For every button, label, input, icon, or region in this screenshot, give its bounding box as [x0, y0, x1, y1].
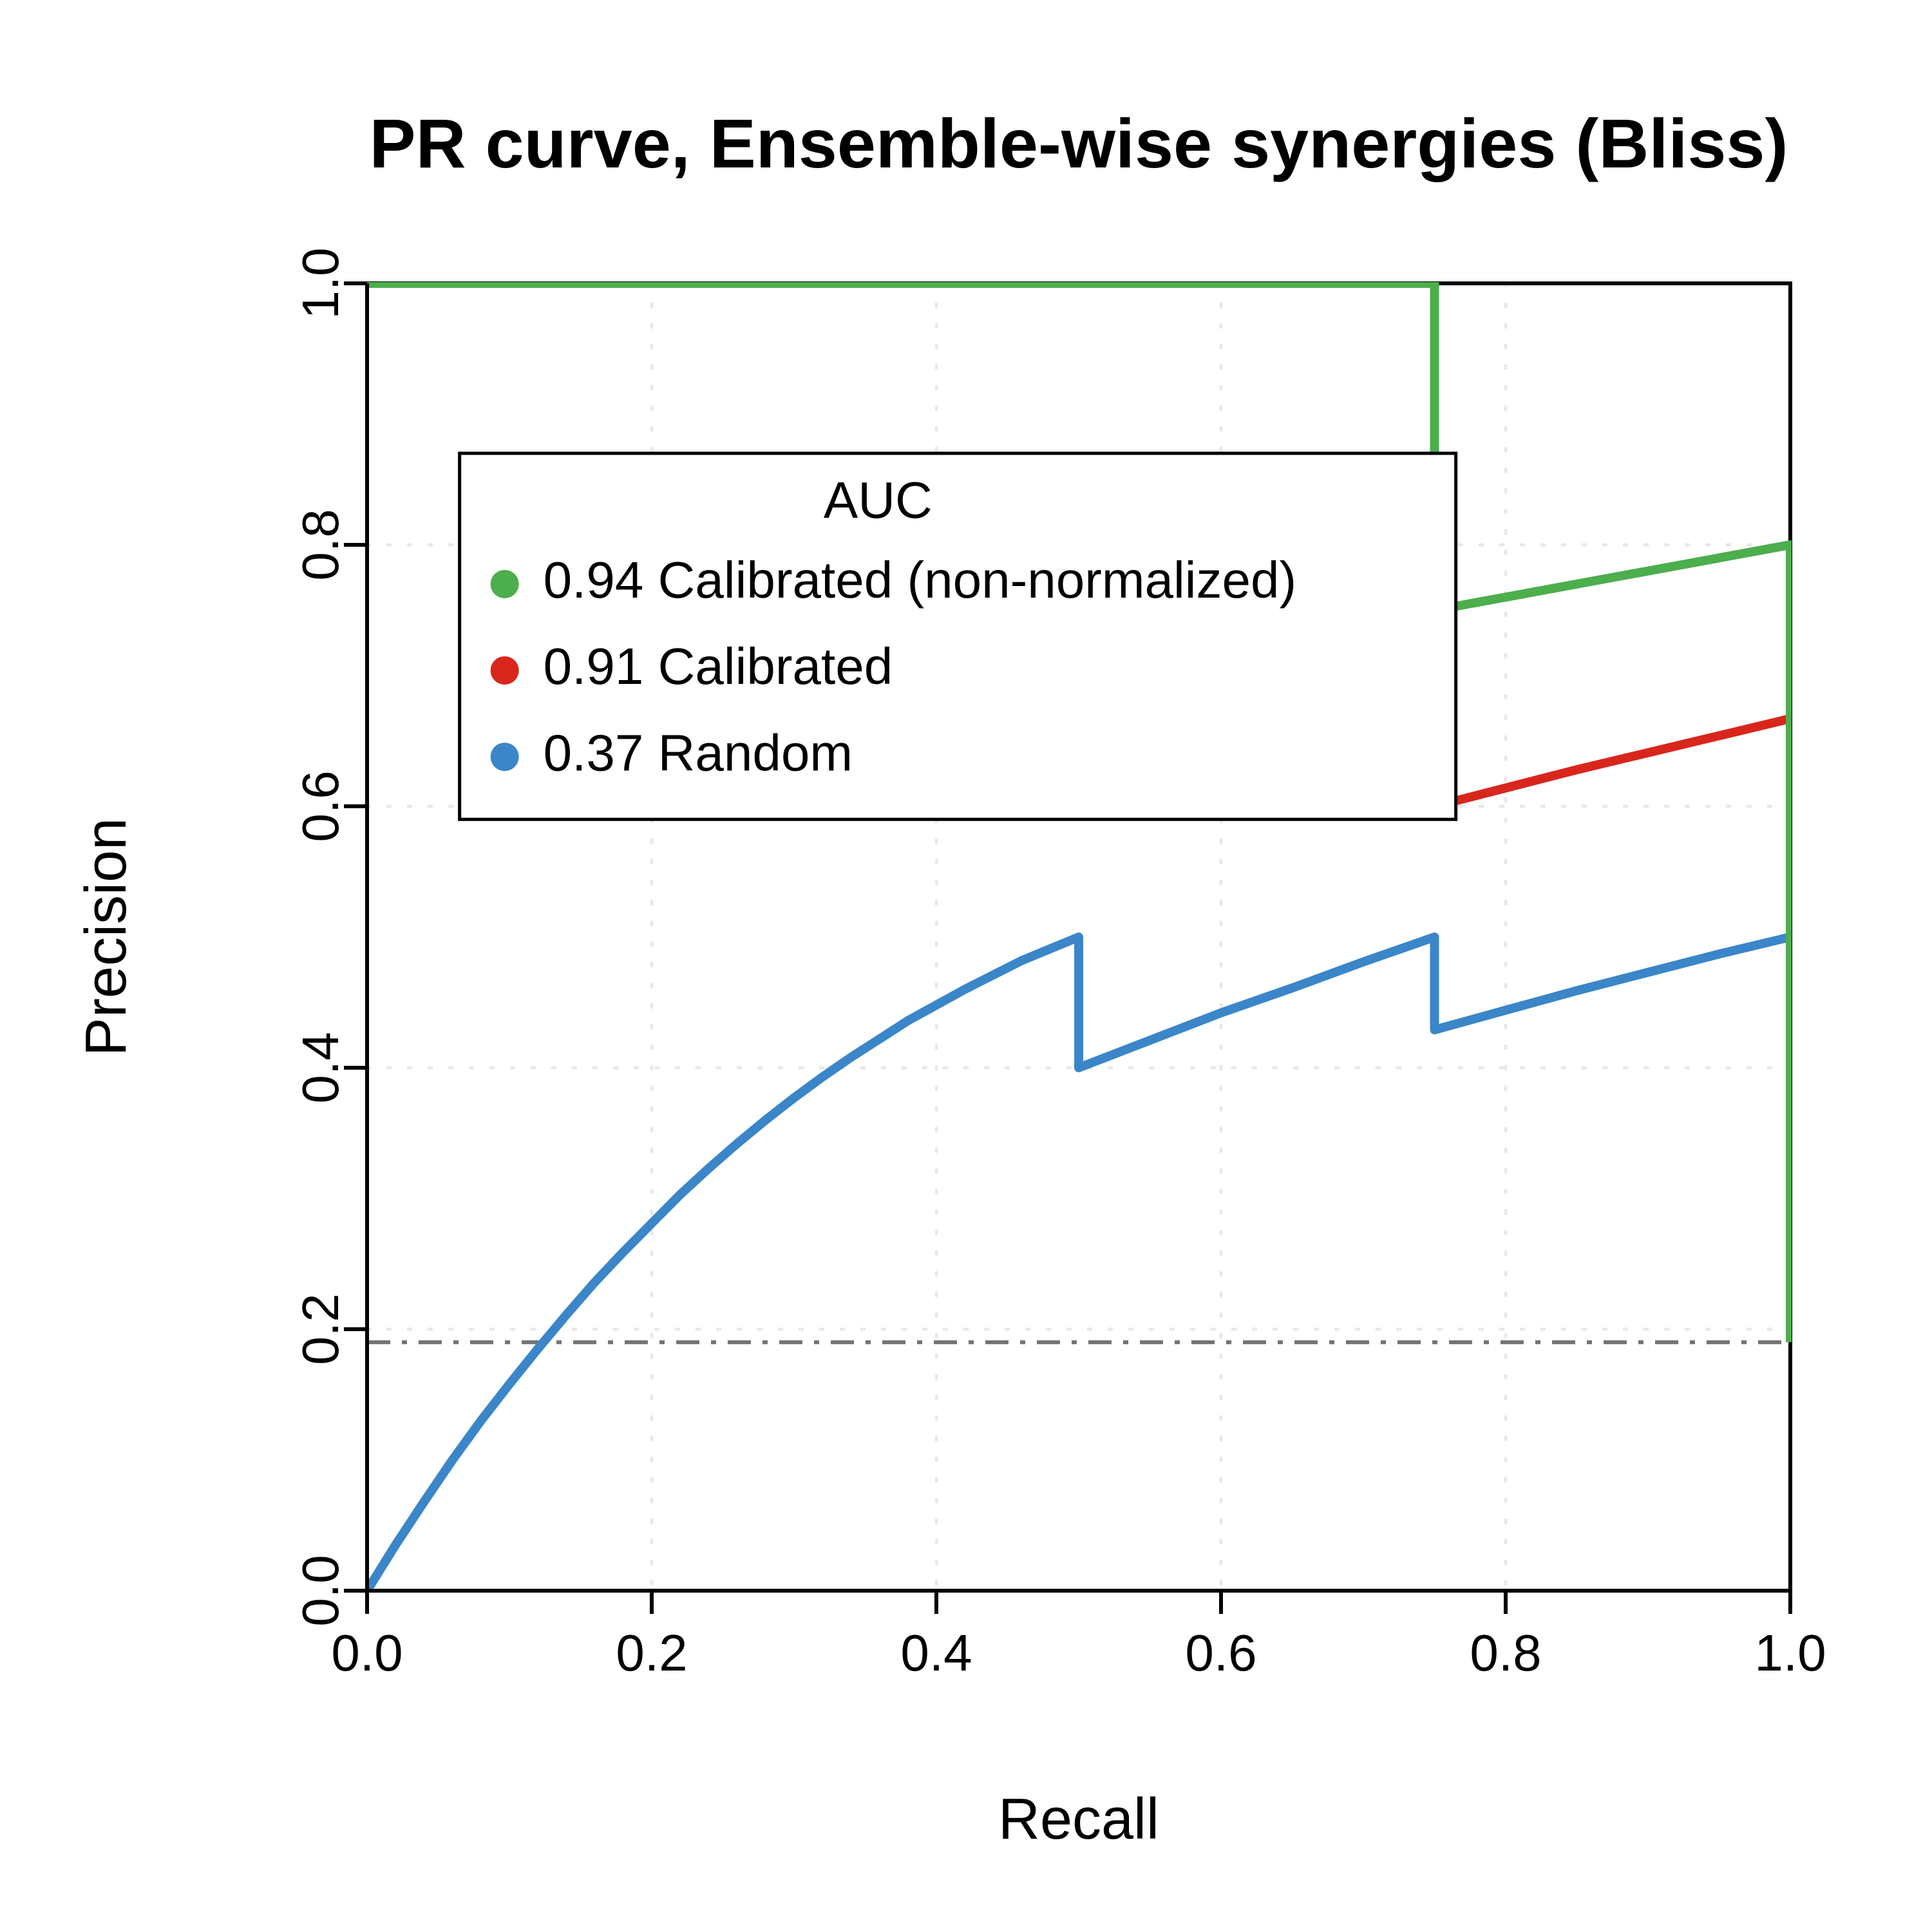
legend: AUC 0.94 Calibrated (non-normalized) 0.91 … [460, 453, 1456, 819]
legend-marker [491, 656, 519, 685]
legend-marker [491, 570, 519, 598]
x-tick-label: 0.4 [900, 1624, 972, 1681]
y-tick-label: 0.4 [292, 1032, 349, 1103]
y-tick-label: 0.8 [292, 509, 349, 580]
y-axis-label: Precision [74, 818, 138, 1056]
y-tick-label: 0.6 [292, 770, 349, 842]
y-tick-label: 1.0 [292, 247, 349, 319]
pr-curve-chart: 0.0 0.2 0.4 0.6 0.8 1.0 0.0 0.2 0.4 0.6 0.8 1.0 PR c… [0, 0, 1932, 1932]
x-tick-label: 0.0 [331, 1624, 402, 1681]
legend-marker [491, 743, 519, 771]
x-tick-label: 0.6 [1185, 1624, 1256, 1681]
y-tick-label: 0.0 [292, 1555, 349, 1626]
legend-item-label: 0.91 Calibrated [544, 638, 893, 695]
chart-title: PR curve, Ensemble-wise synergies (Bliss… [370, 104, 1788, 182]
legend-item-label: 0.37 Random [544, 724, 853, 781]
x-axis-label: Recall [998, 1787, 1159, 1852]
y-tick-label: 0.2 [292, 1293, 349, 1365]
legend-title: AUC [824, 471, 933, 529]
x-tick-label: 0.2 [616, 1624, 687, 1681]
x-tick-label: 1.0 [1754, 1624, 1826, 1681]
x-tick-label: 0.8 [1470, 1624, 1541, 1681]
legend-item-label: 0.94 Calibrated (non-normalized) [544, 551, 1297, 609]
